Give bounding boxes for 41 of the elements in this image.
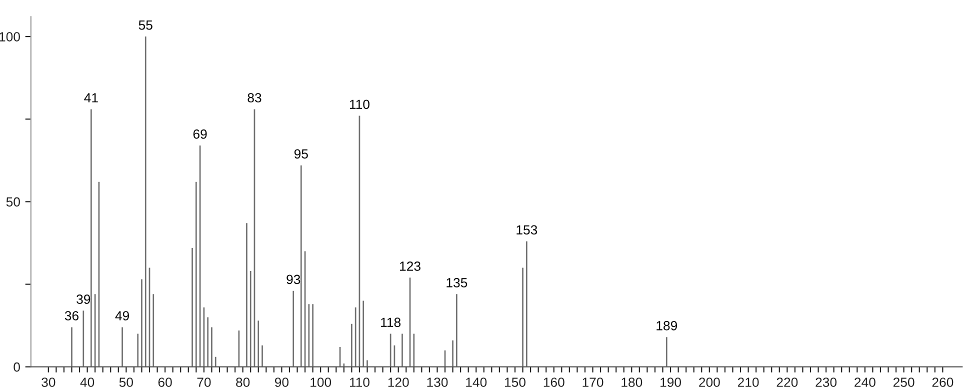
annotation: 39 <box>76 294 90 304</box>
x-tick-label: 110 <box>350 378 370 387</box>
x-tick-label: 60 <box>158 378 172 387</box>
annotation: 36 <box>64 311 78 320</box>
x-tick-label: 220 <box>776 378 798 387</box>
x-tick-label: 160 <box>544 378 564 387</box>
x-tick-label: 180 <box>622 378 642 387</box>
annotation: 118 <box>381 318 401 328</box>
x-tick-label: 70 <box>197 378 211 387</box>
x-tick-label: 240 <box>854 378 876 387</box>
annotation: 93 <box>286 274 300 284</box>
x-tick-label: 190 <box>660 378 682 387</box>
x-tick-label: 150 <box>504 378 526 387</box>
annotation: 123 <box>400 262 420 271</box>
annotation: 110 <box>350 100 370 110</box>
x-tick-label: 260 <box>932 378 954 387</box>
x-tick-label: 100 <box>310 378 332 387</box>
x-tick-label: 90 <box>274 378 289 387</box>
x-tick-label: 230 <box>816 378 837 387</box>
y-tick-label: 0 <box>14 362 20 372</box>
annotation: 55 <box>138 20 152 30</box>
y-tick-label: 50 <box>6 197 20 207</box>
x-tick-label: 140 <box>466 378 487 387</box>
x-tick-label: 40 <box>80 378 94 387</box>
annotation: 189 <box>656 320 678 330</box>
x-tick-label: 120 <box>388 378 409 387</box>
x-tick-label: 50 <box>119 378 133 387</box>
x-tick-label: 210 <box>738 378 759 387</box>
annotation: 135 <box>446 278 468 288</box>
annotation: 153 <box>516 225 538 235</box>
annotation: 83 <box>248 93 262 102</box>
x-tick-label: 30 <box>42 378 56 387</box>
x-tick-label: 250 <box>893 378 914 387</box>
annotation: 69 <box>193 129 207 139</box>
x-tick-label: 130 <box>427 378 448 387</box>
x-tick-label: 200 <box>699 378 720 387</box>
annotation: 49 <box>115 311 129 320</box>
x-tick-label: 170 <box>582 378 604 387</box>
x-tick-label: 80 <box>236 378 250 387</box>
annotation: 41 <box>84 93 98 102</box>
annotation: 95 <box>294 149 308 159</box>
